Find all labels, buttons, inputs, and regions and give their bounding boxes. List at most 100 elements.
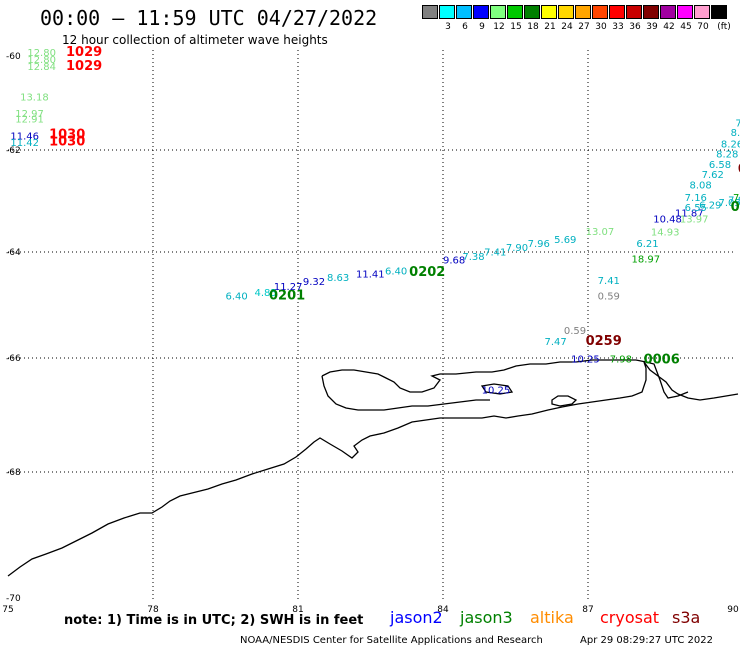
legend-swatch — [456, 5, 472, 19]
wave-height-value: 6.55 — [685, 203, 707, 214]
legend-swatch — [609, 5, 625, 19]
legend-swatch — [711, 5, 727, 19]
coastline — [7, 359, 739, 577]
wave-height-value: 7.8 — [728, 196, 740, 207]
legend-swatch — [660, 5, 676, 19]
legend-swatch — [643, 5, 659, 19]
legend-swatch — [677, 5, 693, 19]
legend-swatch — [524, 5, 540, 19]
satellite-cryosat: cryosat — [600, 608, 660, 627]
wave-height-value: 7.47 — [545, 337, 567, 348]
wave-height-value: 7.90 — [506, 243, 528, 254]
wave-height-value: 11.87 — [675, 208, 704, 219]
wave-height-value: 8.26 — [721, 140, 740, 151]
pass-time-label: 0201 — [269, 289, 305, 304]
antarctic-coastline — [7, 361, 739, 577]
legend-swatch — [439, 5, 455, 19]
legend-label: 21 — [544, 22, 556, 32]
legend-label: 15 — [510, 22, 522, 32]
legend-swatch — [541, 5, 557, 19]
legend-label: 27 — [578, 22, 590, 32]
observations: 12.8012.8012.841029102913.1812.9712.9111… — [10, 45, 740, 396]
wave-height-value: 12.84 — [27, 62, 56, 73]
pass-time-label: 0006 — [644, 353, 680, 368]
wave-height-value: 11.42 — [10, 138, 39, 149]
wave-height-value: 13.18 — [20, 93, 49, 104]
lon-tick-label: 87 — [582, 605, 593, 615]
pass-time-label: 1029 — [66, 45, 102, 60]
wave-height-value: 6.40 — [226, 292, 248, 303]
wave-height-value: 8.28 — [731, 128, 740, 139]
lon-tick-label: 78 — [147, 605, 159, 615]
legend-label: 24 — [561, 22, 573, 32]
lon-tick-label: 84 — [437, 605, 449, 615]
pass-time-label: 1029 — [66, 59, 102, 74]
legend-swatch — [558, 5, 574, 19]
wave-height-value: 12.80 — [27, 55, 56, 66]
satellite-jason3: jason3 — [460, 608, 513, 627]
pass-time-label: 0259 — [586, 334, 622, 349]
wave-height-value: 6.40 — [385, 266, 407, 277]
wave-height-value: 7.62 — [702, 170, 724, 181]
axis-labels: 75 78 81 84 87 90 -60 -62 -64 -66 -68 -70 — [2, 52, 739, 615]
legend-label: 39 — [646, 22, 658, 32]
wave-height-value: 4.85 — [255, 288, 277, 299]
lat-tick-label: -62 — [6, 146, 21, 156]
wave-height-value: 10.25 — [571, 355, 600, 366]
wave-height-value: 0.59 — [598, 292, 620, 303]
wave-height-value: 7.81 — [735, 119, 740, 130]
legend-label: 70 — [697, 22, 709, 32]
legend-swatch — [575, 5, 591, 19]
legend-label: 33 — [612, 22, 624, 32]
legend-unit: (ft) — [717, 22, 731, 32]
lat-tick-label: -70 — [6, 594, 21, 604]
wave-height-value: 7.98 — [610, 355, 632, 366]
legend-label: 42 — [663, 22, 675, 32]
wave-height-value: 10.48 — [653, 214, 682, 225]
wave-height-value: 7.41 — [598, 276, 620, 287]
legend-swatch — [473, 5, 489, 19]
wave-height-value: 8.08 — [690, 180, 712, 191]
legend-label: 45 — [680, 22, 692, 32]
wave-height-value: 6.21 — [636, 239, 658, 250]
wave-height-value: 7.38 — [462, 252, 484, 263]
wave-height-value: 7.41 — [484, 248, 506, 259]
legend-label: 6 — [462, 22, 468, 32]
wave-height-value: 7.05 — [719, 198, 740, 209]
satellite-jason2: jason2 — [390, 608, 443, 627]
lat-tick-label: -60 — [6, 52, 21, 62]
lat-tick-label: -66 — [6, 354, 21, 364]
page-subtitle: 12 hour collection of altimeter wave hei… — [62, 33, 328, 47]
wave-height-value: 12.80 — [27, 48, 56, 59]
wave-height-value: 11.27 — [274, 282, 303, 293]
wave-height-value: 7.16 — [685, 193, 707, 204]
wave-height-value: 11.41 — [356, 269, 385, 280]
legend-swatch — [694, 5, 710, 19]
wave-height-value: 10.25 — [482, 385, 511, 396]
wave-height-value: 6.58 — [709, 160, 731, 171]
wave-height-value: 7.80 — [733, 193, 740, 204]
lon-tick-label: 90 — [727, 605, 739, 615]
wave-height-value: 0.59 — [564, 326, 586, 337]
wave-height-value: 7.96 — [528, 239, 550, 250]
legend-swatch — [422, 5, 438, 19]
legend-label: 18 — [527, 22, 539, 32]
legend-swatch — [592, 5, 608, 19]
island — [551, 395, 578, 407]
wave-height-value: 11.46 — [10, 132, 39, 143]
wave-height-value: 6.29 — [699, 201, 721, 212]
wave-height-value: 8.63 — [327, 273, 349, 284]
wave-height-value: 13.97 — [680, 214, 709, 225]
pass-time-label: 0202 — [409, 265, 445, 280]
legend-label: 3 — [445, 22, 451, 32]
satellite-altika: altika — [530, 608, 574, 627]
generated-time: Apr 29 08:29:27 UTC 2022 — [580, 635, 713, 646]
satellite-s3a: s3a — [672, 608, 701, 627]
lon-tick-label: 81 — [292, 605, 303, 615]
lon-tick-label: 75 — [2, 605, 13, 615]
pass-time-label: 025 — [738, 162, 740, 177]
wave-height-value: 12.97 — [15, 109, 44, 120]
legend-swatch — [490, 5, 506, 19]
wave-height-value: 8.28 — [716, 150, 738, 161]
